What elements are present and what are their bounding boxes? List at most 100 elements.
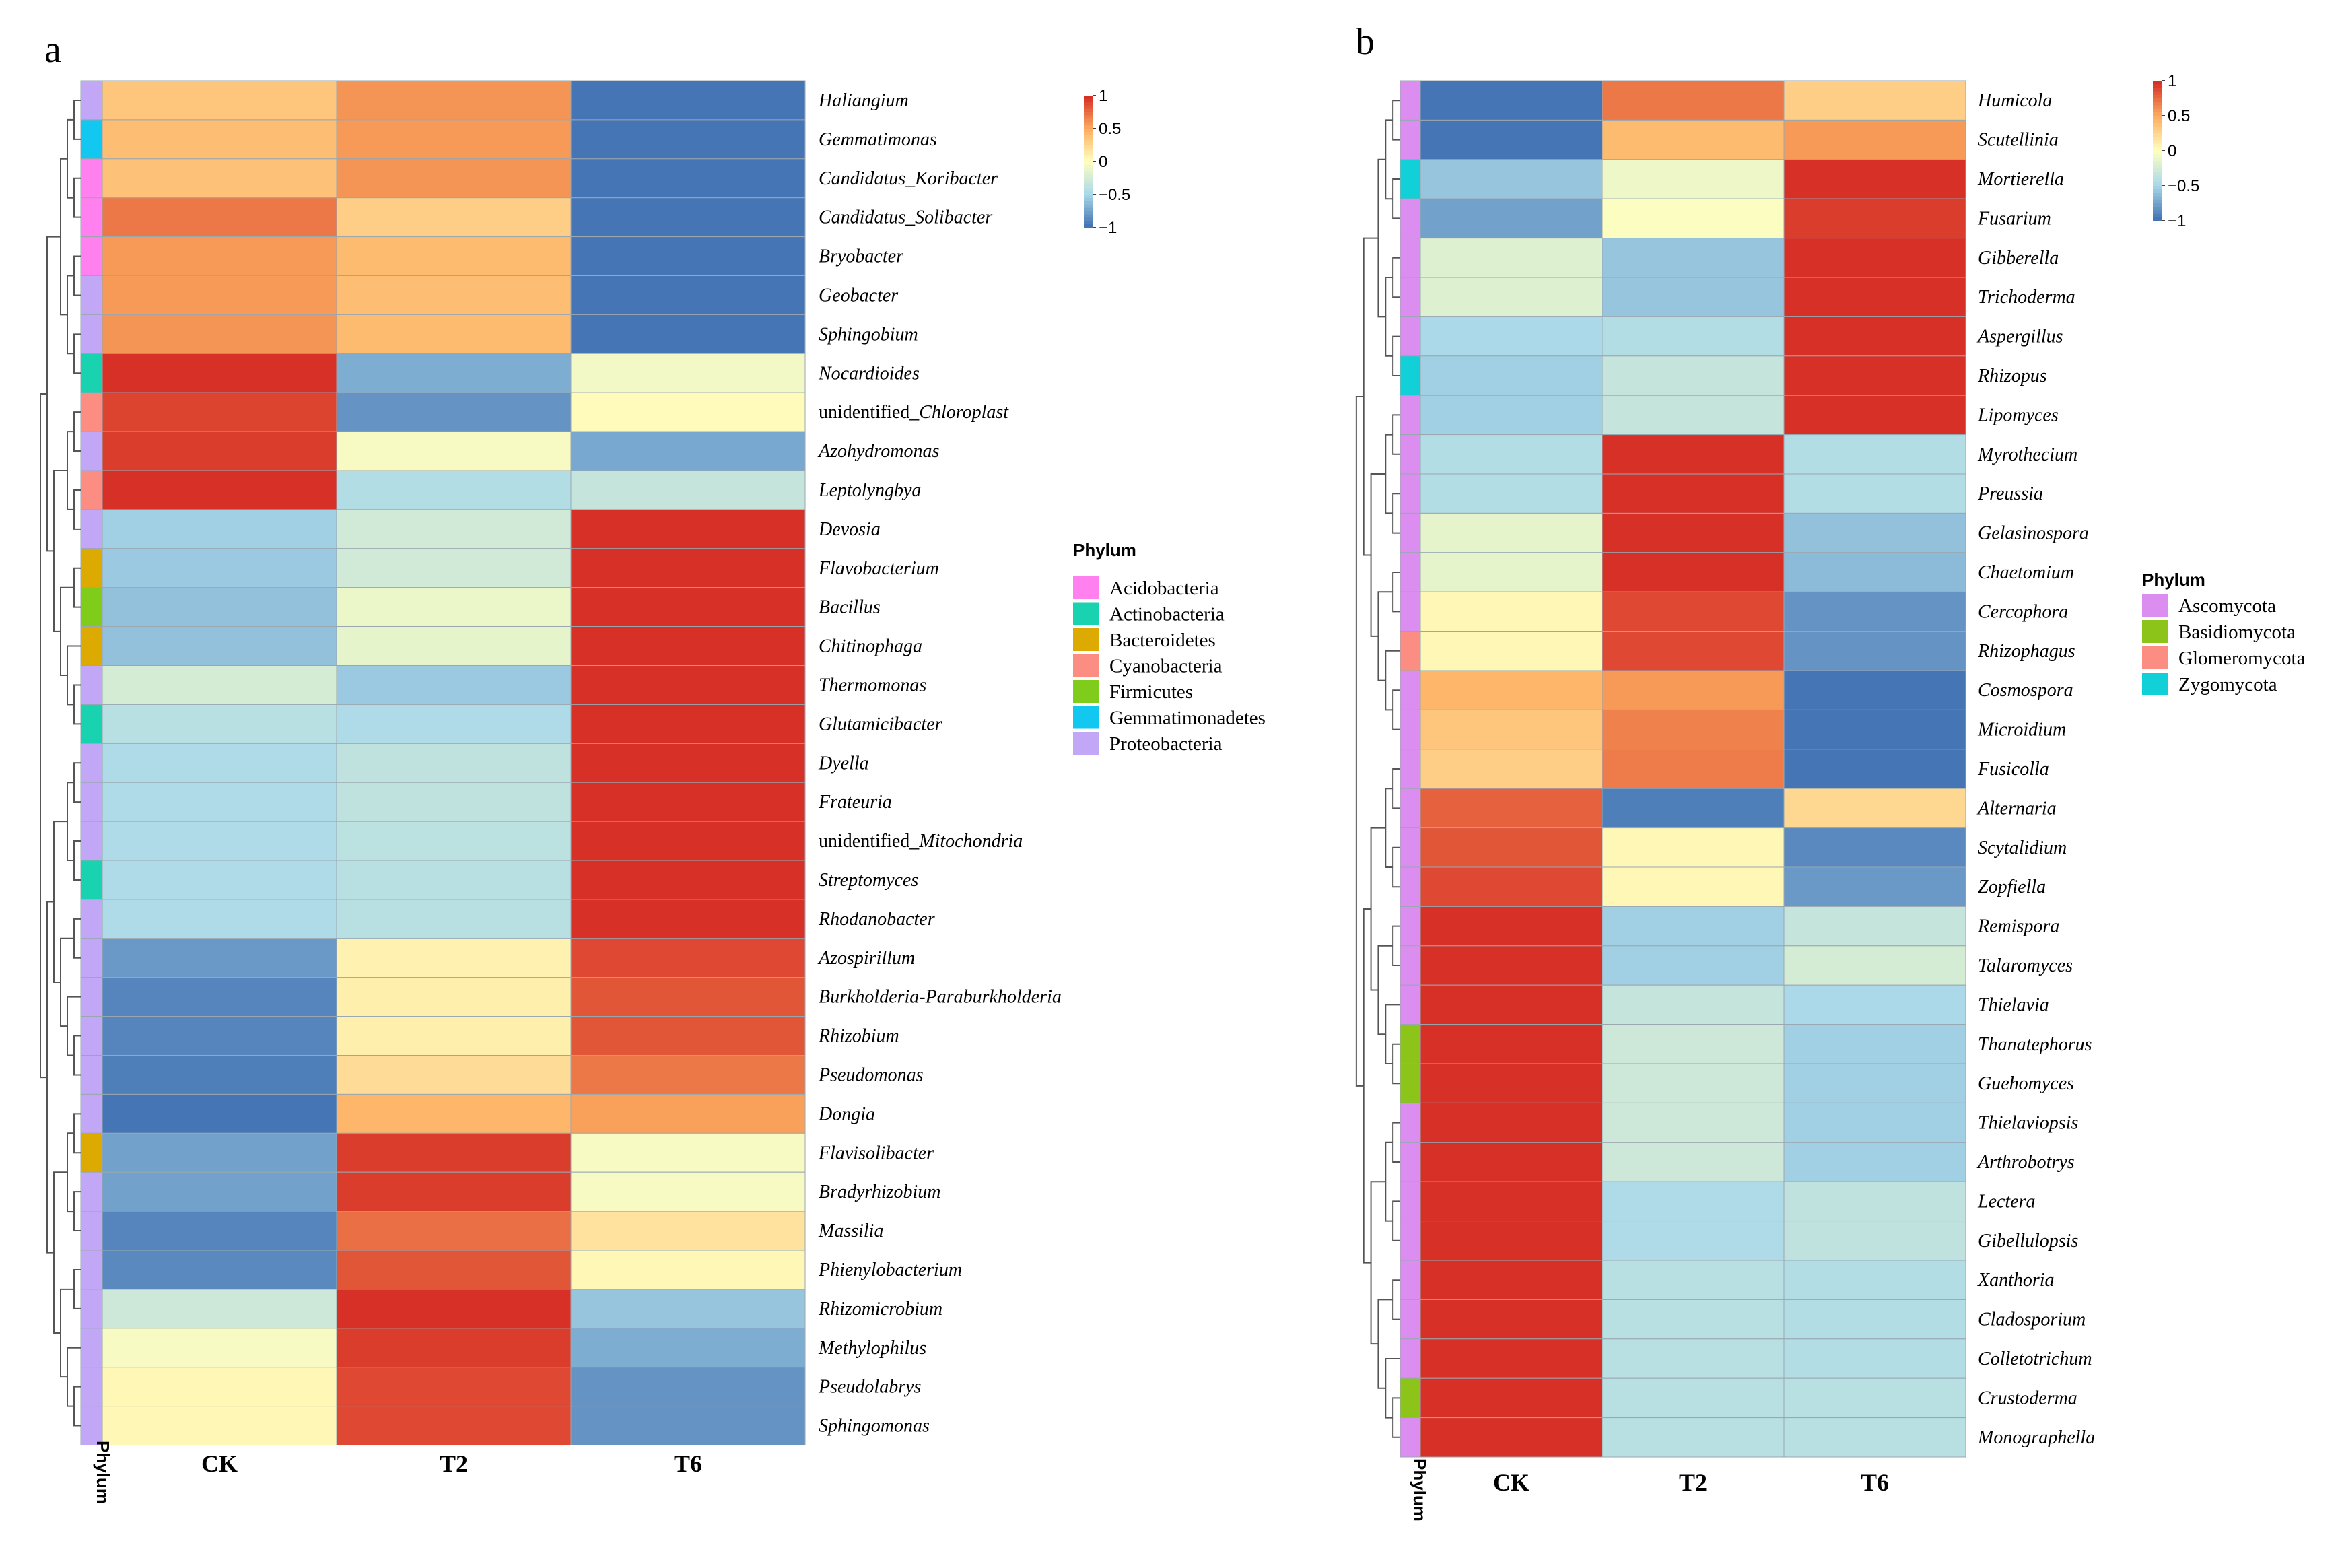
phylum-cell-azospirillum <box>80 938 103 978</box>
heatmap-cell-xanthoria-ck <box>1420 1260 1603 1300</box>
heatmap-cell-cladosporium-t2 <box>1602 1299 1785 1340</box>
color-scale-segment <box>2153 143 2162 148</box>
phylum-cell-cosmospora <box>1400 670 1421 710</box>
phylum-cell-scytalidium <box>1400 827 1421 868</box>
dendrogram-branch <box>1385 1141 1393 1222</box>
color-scale-segment <box>2153 91 2162 96</box>
heatmap-cell-pseudomonas-t2 <box>336 1055 572 1095</box>
heatmap-cell-dongia-t2 <box>336 1093 572 1134</box>
heatmap-cell-chaetomium-ck <box>1420 552 1603 592</box>
heatmap-cell-geobacter-ck <box>102 275 337 315</box>
phylum-cell-fusarium <box>1400 198 1421 239</box>
heatmap-cell-gibberella-ck <box>1420 238 1603 278</box>
heatmap-cell-alternaria-ck <box>1420 788 1603 829</box>
row-label-lipomyces: Lipomyces <box>1977 405 2059 425</box>
row-label-flavisolibacter: Flavisolibacter <box>818 1143 934 1163</box>
heatmap-cell-gelasinospora-t6 <box>1783 512 1966 553</box>
color-scale-segment <box>2153 129 2162 134</box>
heatmap-cell-thielavia-t6 <box>1783 984 1966 1025</box>
row-label-bacillus: Bacillus <box>819 597 881 618</box>
heatmap-cell-frateuria-t2 <box>336 782 572 822</box>
row-label-gelasinospora: Gelasinospora <box>1978 523 2089 544</box>
color-scale-segment <box>1084 224 1093 228</box>
heatmap-cell-colletotrichum-t6 <box>1783 1338 1966 1379</box>
heatmap-cell-devosia-t6 <box>570 509 806 549</box>
heatmap-cell-thanatephorus-t2 <box>1602 1024 1785 1064</box>
heatmap-cell-mitochondria-ck <box>102 821 337 861</box>
heatmap-cell-fusarium-ck <box>1420 198 1603 239</box>
legend-label-acidobacteria: Acidobacteria <box>1109 578 1219 599</box>
phylum-cell-dyella <box>80 743 103 783</box>
color-scale-segment <box>2153 164 2162 169</box>
phylum-cell-lipomyces <box>1400 395 1421 436</box>
phylum-cell-rhizomicrobium <box>80 1289 103 1329</box>
color-scale-segment <box>2153 116 2162 120</box>
row-label-talaromyces: Talaromyces <box>1978 955 2073 976</box>
color-scale-segment <box>2153 137 2162 141</box>
color-scale-segment <box>1084 108 1093 113</box>
heatmap-cell-flavisolibacter-t2 <box>336 1132 572 1173</box>
heatmap-cell-methylophilus-t2 <box>336 1328 572 1368</box>
color-scale-segment <box>2153 140 2162 145</box>
legend-label-firmicutes: Firmicutes <box>1109 681 1193 703</box>
heatmap-cell-zopfiella-t6 <box>1783 866 1966 907</box>
panel-b-letter: b <box>1356 21 1375 63</box>
heatmap-cell-lectera-t6 <box>1783 1181 1966 1222</box>
color-scale-segment <box>2153 217 2162 221</box>
row-label-cercophora: Cercophora <box>1978 601 2068 622</box>
heatmap-cell-chitinophaga-ck <box>102 626 337 666</box>
row-label-scytalidium: Scytalidium <box>1978 838 2067 858</box>
legend-label-actinobacteria: Actinobacteria <box>1109 604 1225 625</box>
phylum-cell-chloroplast <box>80 392 103 432</box>
row-label-streptomyces: Streptomyces <box>819 870 918 891</box>
heatmap-cell-cosmospora-ck <box>1420 670 1603 710</box>
phylum-cell-trichoderma <box>1400 277 1421 317</box>
heatmap-cell-dongia-ck <box>102 1093 337 1134</box>
heatmap-cell-pseudolabrys-t2 <box>336 1367 572 1407</box>
phylum-cell-monographella <box>1400 1417 1421 1458</box>
heatmap-cell-frateuria-t6 <box>570 782 806 822</box>
color-scale-segment <box>1084 211 1093 215</box>
row-label-alternaria: Alternaria <box>1976 798 2057 819</box>
row-label-lectera: Lectera <box>1977 1191 2036 1212</box>
heatmap-cell-rhizophagus-ck <box>1420 631 1603 671</box>
color-scale-segment <box>1084 148 1093 152</box>
color-scale-segment <box>2153 108 2162 113</box>
heatmap-cell-lectera-ck <box>1420 1181 1603 1222</box>
phylum-cell-methylophilus <box>80 1328 103 1368</box>
phylum-cell-rhizobium <box>80 1016 103 1056</box>
heatmap-cell-chloroplast-ck <box>102 392 337 432</box>
phylum-cell-massilia <box>80 1211 103 1251</box>
heatmap-cell-chitinophaga-t6 <box>570 626 806 666</box>
phylum-cell-guehomyces <box>1400 1063 1421 1103</box>
heatmap-cell-pseudomonas-t6 <box>570 1055 806 1095</box>
heatmap-cell-rhizobium-t2 <box>336 1016 572 1056</box>
heatmap-cell-cladosporium-ck <box>1420 1299 1603 1340</box>
heatmap-cell-thermomonas-t6 <box>570 665 806 705</box>
phylum-cell-gibellulopsis <box>1400 1221 1421 1261</box>
heatmap-cell-rhizomicrobium-t6 <box>570 1289 806 1329</box>
heatmap-cell-bradyrhizobium-t6 <box>570 1171 806 1212</box>
heatmap-cell-myrothecium-ck <box>1420 434 1603 475</box>
legend-swatch-glomeromycota <box>2142 646 2168 669</box>
phylum-cell-rhizopus <box>1400 355 1421 396</box>
phylum-cell-chaetomium <box>1400 552 1421 592</box>
heatmap-cell-scytalidium-t2 <box>1602 827 1785 868</box>
phylum-cell-azohydromonas <box>80 431 103 471</box>
heatmap-cell-leptolyngbya-t6 <box>570 470 806 510</box>
row-label-bradyrhizobium: Bradyrhizobium <box>819 1182 941 1202</box>
heatmap-cell-cosmospora-t2 <box>1602 670 1785 710</box>
color-scale-segment <box>2153 199 2162 204</box>
row-label-sphingobium: Sphingobium <box>819 324 918 345</box>
phylum-annotation-label: Phylum <box>93 1441 113 1504</box>
legend-label-basidiomycota: Basidiomycota <box>2178 621 2296 643</box>
color-scale-segment <box>2153 213 2162 218</box>
heatmap-cell-leptolyngbya-t2 <box>336 470 572 510</box>
heatmap-cell-cosmospora-t6 <box>1783 670 1966 710</box>
heatmap-cell-aspergillus-ck <box>1420 316 1603 357</box>
heatmap-cell-thielaviopsis-t2 <box>1602 1102 1785 1143</box>
heatmap-cell-sphingobium-ck <box>102 314 337 354</box>
phylum-cell-thielavia <box>1400 984 1421 1025</box>
heatmap-cell-rhizobium-ck <box>102 1016 337 1056</box>
